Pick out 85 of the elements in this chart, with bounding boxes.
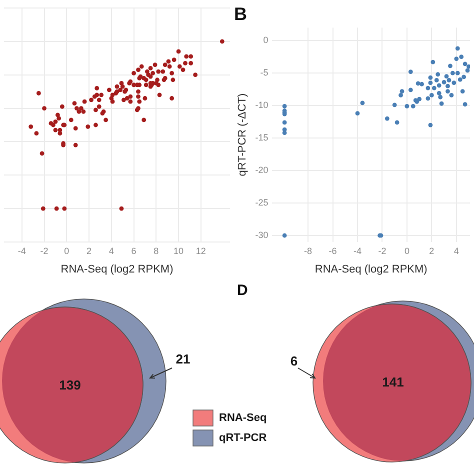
point (458, 77, 462, 82)
point (462, 74, 466, 80)
y-tick-label: 0 (263, 35, 268, 46)
point (454, 56, 459, 61)
point (438, 94, 443, 100)
point (282, 120, 287, 125)
point (384, 116, 390, 121)
point (400, 89, 404, 94)
x-tick-label: 2 (429, 246, 434, 256)
point (282, 233, 287, 238)
point (398, 92, 403, 98)
point (394, 120, 400, 125)
point (408, 70, 413, 74)
y-tick-label: -20 (255, 165, 268, 176)
point (420, 82, 424, 86)
legend-label: qRT-PCR (219, 432, 267, 444)
y-axis-title: qRT-PCR (-ΔCT) (236, 93, 249, 176)
point (426, 96, 430, 101)
x-tick-label: 4 (454, 246, 459, 256)
point (455, 70, 460, 76)
x-tick-label: -4 (18, 246, 26, 256)
point (465, 68, 470, 73)
point (444, 74, 449, 79)
point (455, 46, 460, 51)
text: 21 (176, 352, 190, 367)
point (452, 80, 456, 86)
x-tick-label: 0 (64, 246, 70, 256)
x-tick-label: 2 (86, 246, 92, 256)
point (460, 89, 465, 94)
point (408, 88, 413, 92)
chart-title: B (234, 4, 247, 24)
point (446, 78, 452, 82)
point (439, 101, 444, 106)
point (436, 83, 442, 88)
point (446, 89, 450, 94)
x-tick-label: -2 (40, 246, 48, 256)
point (434, 78, 439, 82)
point (426, 86, 430, 90)
x-tick-label: 10 (174, 246, 184, 256)
point (360, 100, 365, 106)
point (432, 86, 436, 90)
point (392, 102, 397, 108)
point (436, 91, 442, 96)
point (417, 96, 422, 102)
y-tick-label: -30 (255, 230, 268, 240)
x-tick-label: 6 (131, 246, 136, 256)
y-tick-label: -25 (255, 198, 268, 208)
point (466, 64, 470, 69)
point (430, 60, 436, 64)
text: D (237, 282, 248, 300)
point (428, 80, 433, 86)
point (410, 104, 416, 108)
point (459, 54, 464, 60)
point (282, 104, 287, 108)
text: 141 (382, 374, 404, 390)
x-tick-label: 8 (154, 246, 159, 256)
point (448, 64, 452, 68)
point (449, 92, 454, 98)
point (462, 62, 468, 66)
point (428, 122, 433, 128)
x-tick-label: 12 (196, 246, 206, 256)
x-tick-label: -4 (354, 246, 362, 256)
x-axis-title: RNA-Seq (log2 RPKM) (314, 263, 428, 276)
point (429, 92, 434, 98)
point (282, 130, 287, 136)
x-tick-label: -6 (328, 246, 337, 256)
point (450, 70, 455, 76)
point (428, 75, 433, 80)
x-tick-label: -2 (378, 246, 386, 256)
x-tick-label: -8 (304, 246, 312, 256)
point (446, 84, 450, 88)
point (442, 80, 446, 84)
point (462, 102, 468, 106)
point (436, 72, 440, 77)
y-tick-label: -10 (255, 100, 268, 110)
legend-label: RNA-Seq (219, 412, 267, 424)
text: 6 (290, 354, 298, 369)
y-tick-label: -15 (255, 132, 268, 143)
x-tick-label: 4 (108, 246, 114, 256)
x-tick-label: 0 (404, 246, 410, 256)
x-axis-title: RNA-Seq (log2 RPKM) (60, 263, 174, 276)
y-tick-label: -5 (260, 68, 268, 78)
point (355, 111, 360, 116)
text: 139 (59, 378, 81, 393)
point (404, 104, 410, 108)
